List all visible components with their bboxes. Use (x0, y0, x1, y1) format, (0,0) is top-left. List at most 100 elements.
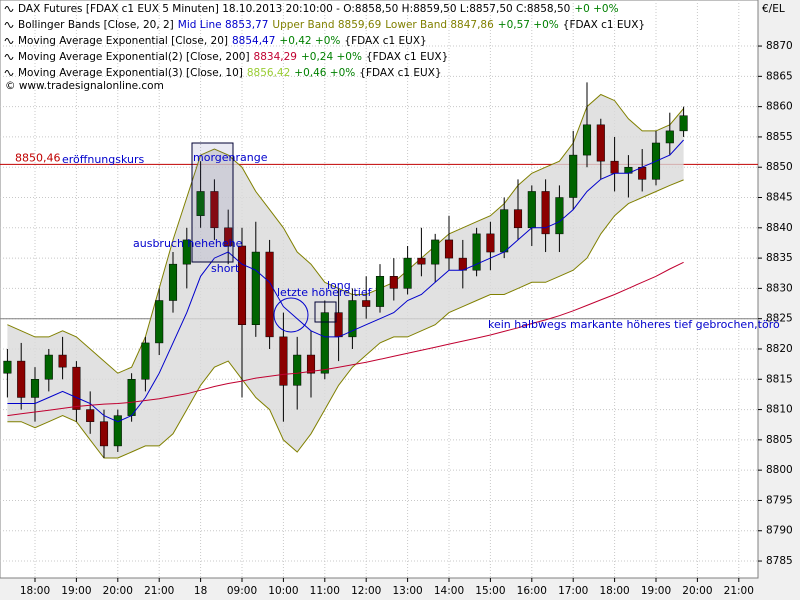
x-tick-label: 16:00 (517, 585, 547, 597)
candle-body (279, 336, 288, 386)
candle-body (251, 251, 260, 325)
legend-text: {FDAX c1 EUX} (359, 67, 441, 79)
y-tick-label: 8840 (766, 222, 793, 234)
legend-text: 8834,29 (254, 51, 297, 63)
y-tick-label: 8830 (766, 282, 793, 294)
candle-body (403, 257, 412, 289)
legend-text: Moving Average Exponential [Close, 20] (18, 35, 228, 47)
currency-label: €/EL (762, 3, 785, 15)
y-tick-label: 8805 (766, 434, 793, 446)
candle-body (555, 197, 564, 235)
y-tick-label: 8785 (766, 555, 793, 567)
legend-text: +0 +0% (574, 3, 618, 15)
candle-body (320, 312, 329, 374)
x-tick-label: 20:00 (103, 585, 133, 597)
candle-body (679, 115, 688, 132)
x-tick-label: 18 (194, 585, 207, 597)
candle-body (155, 300, 164, 344)
candle-body (527, 191, 536, 229)
legend-icon (4, 54, 14, 60)
candle-body (265, 251, 274, 338)
legend-text: DAX Futures [FDAX c1 EUX 5 Minuten] 18.1… (18, 3, 570, 15)
y-tick-label: 8815 (766, 373, 793, 385)
reference-label: 8850,46 (15, 151, 61, 164)
y-tick-label: 8790 (766, 525, 793, 537)
band-line (7, 179, 684, 459)
candle-body (348, 300, 357, 338)
candle-body (513, 209, 523, 229)
legend-text: +0,46 +0% (294, 67, 355, 79)
legend-row: Bollinger Bands [Close, 20, 2] Mid Line 8… (18, 19, 645, 31)
x-tick-label: 13:00 (392, 585, 422, 597)
candle-body (196, 191, 205, 216)
annotation: short (211, 262, 240, 275)
candle-body (182, 239, 191, 265)
candle-body (596, 124, 605, 162)
annotation: letzte höhere tief (277, 286, 373, 299)
legend-text: 8856,42 (247, 67, 290, 79)
legend-text: 8854,47 (232, 35, 275, 47)
y-tick-label: 8800 (766, 464, 793, 476)
legend-text: +0,57 +0% (498, 19, 559, 31)
legend-row: Moving Average Exponential(2) [Close, 20… (18, 51, 448, 63)
candle-body (210, 191, 219, 229)
legend-row: Moving Average Exponential [Close, 20] 88… (18, 35, 427, 47)
annotation: long (327, 279, 351, 292)
legend-text: Mid Line 8853,77 (178, 19, 269, 31)
candle-body (665, 130, 674, 144)
legend-text: {FDAX c1 EUX} (366, 51, 448, 63)
band-line (7, 93, 684, 374)
candle-body (72, 366, 81, 410)
annotation: eröffnungskurs (62, 153, 145, 166)
legend-text: {FDAX c1 EUX} (344, 35, 426, 47)
candle-body (375, 276, 385, 307)
candle-body (3, 360, 12, 374)
candle-body (44, 354, 53, 380)
y-tick-label: 8820 (766, 343, 793, 355)
legend-text: Moving Average Exponential(3) [Close, 10… (18, 67, 243, 79)
legend-text: {FDAX c1 EUX} (563, 19, 645, 31)
y-tick-label: 8810 (766, 404, 793, 416)
x-tick-label: 10:00 (268, 585, 298, 597)
candle-body (569, 154, 578, 198)
candle-body (541, 191, 550, 235)
x-tick-label: 20:00 (682, 585, 712, 597)
x-tick-label: 21:00 (724, 585, 754, 597)
annotation: kein halbwegs markante höheres tief gebr… (488, 318, 780, 331)
candle-body (582, 124, 592, 156)
candle-body (113, 415, 122, 447)
x-tick-label: 17:00 (558, 585, 588, 597)
y-tick-label: 8860 (766, 101, 793, 113)
y-tick-label: 8835 (766, 252, 793, 264)
y-tick-label: 8825 (766, 313, 793, 325)
copyright: © www.tradesignalonline.com (5, 80, 164, 92)
y-tick-label: 8850 (766, 161, 793, 173)
legend-row: Moving Average Exponential(3) [Close, 10… (18, 67, 442, 79)
legend-text: +0,42 +0% (279, 35, 340, 47)
x-tick-label: 11:00 (310, 585, 340, 597)
candle-body (293, 354, 302, 386)
marks (3, 82, 688, 459)
candle-body (486, 233, 495, 253)
legend-row: DAX Futures [FDAX c1 EUX 5 Minuten] 18.1… (18, 3, 619, 15)
legend-icon (4, 6, 14, 12)
candle-body (362, 300, 371, 307)
legend-text: Lower Band 8847,86 (385, 19, 494, 31)
legend-icon (4, 22, 14, 28)
candle-body (127, 379, 136, 416)
x-tick-label: 19:00 (641, 585, 671, 597)
candle-body (417, 257, 426, 265)
legend-text: Bollinger Bands [Close, 20, 2] (18, 19, 174, 31)
candle-body (224, 227, 233, 247)
y-tick-label: 8795 (766, 494, 793, 506)
x-tick-label: 14:00 (434, 585, 464, 597)
candle-body (168, 263, 178, 301)
candle-body (500, 209, 509, 253)
x-tick-label: 15:00 (475, 585, 505, 597)
hoeheres-tief-circle (273, 297, 309, 333)
candle-body (472, 233, 481, 271)
legend-text: Upper Band 8859,69 (272, 19, 381, 31)
moving-average (7, 139, 684, 423)
